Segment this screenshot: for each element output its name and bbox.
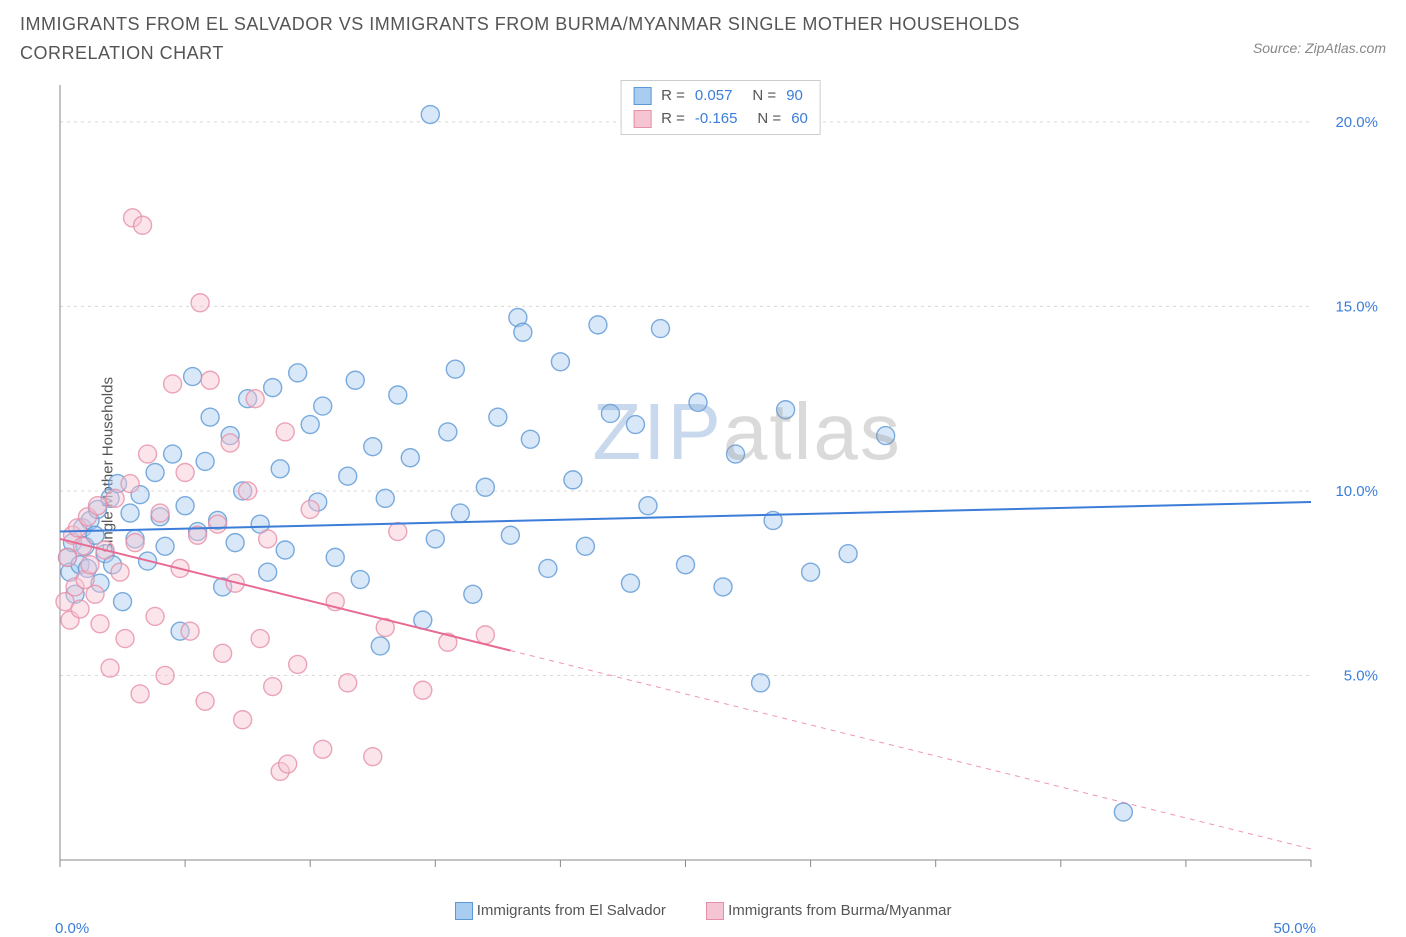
- legend-label-a: Immigrants from El Salvador: [477, 902, 666, 919]
- legend-series: Immigrants from El Salvador Immigrants f…: [0, 902, 1406, 920]
- legend-label-b: Immigrants from Burma/Myanmar: [728, 902, 951, 919]
- svg-text:5.0%: 5.0%: [1344, 667, 1378, 684]
- legend-r-label: R =: [661, 108, 685, 131]
- legend-r-value-b: -0.165: [695, 108, 738, 131]
- legend-n-value-b: 60: [791, 108, 808, 131]
- legend-swatch-blue: [633, 87, 651, 105]
- svg-text:15.0%: 15.0%: [1335, 298, 1378, 315]
- chart-title: IMMIGRANTS FROM EL SALVADOR VS IMMIGRANT…: [20, 10, 1120, 68]
- legend-stats-row-b: R = -0.165 N = 60: [633, 108, 808, 131]
- legend-r-value-a: 0.057: [695, 85, 733, 108]
- x-tick-min: 0.0%: [55, 920, 89, 937]
- legend-n-label: N =: [752, 85, 776, 108]
- source-label: Source: ZipAtlas.com: [1253, 10, 1386, 56]
- svg-text:10.0%: 10.0%: [1335, 483, 1378, 500]
- legend-r-label: R =: [661, 85, 685, 108]
- svg-text:20.0%: 20.0%: [1335, 114, 1378, 131]
- legend-stats: R = 0.057 N = 90 R = -0.165 N = 60: [620, 80, 821, 135]
- legend-n-value-a: 90: [786, 85, 803, 108]
- legend-stats-row-a: R = 0.057 N = 90: [633, 85, 808, 108]
- chart-container: 5.0%10.0%15.0%20.0% ZIPatlas R = 0.057 N…: [55, 80, 1386, 880]
- scatter-plot: 5.0% 10.0% 15.0% 20.0%: [55, 80, 1386, 880]
- legend-n-label: N =: [757, 108, 781, 131]
- x-tick-max: 50.0%: [1273, 920, 1316, 937]
- legend-swatch-pink-icon: [706, 902, 724, 920]
- legend-item-b: Immigrants from Burma/Myanmar: [706, 902, 952, 920]
- legend-item-a: Immigrants from El Salvador: [455, 902, 666, 920]
- legend-swatch-pink: [633, 110, 651, 128]
- legend-swatch-blue-icon: [455, 902, 473, 920]
